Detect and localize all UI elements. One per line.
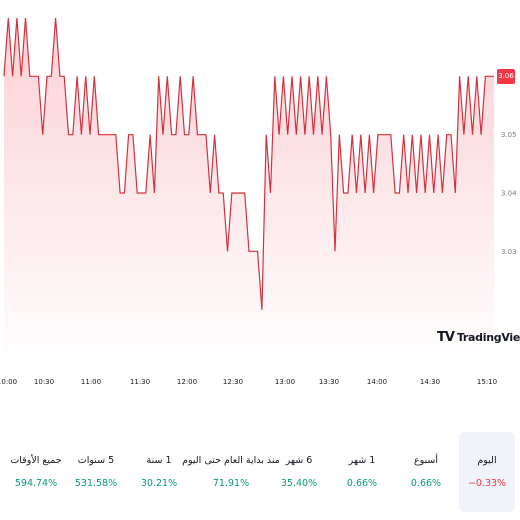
x-tick-label: 12:30 xyxy=(223,378,243,386)
x-tick-label: 15:10 xyxy=(477,378,497,386)
price-chart-svg[interactable]: 3.05 3.04 3.03 10:00 10:30 11:00 11:30 12:00 12… xyxy=(0,0,520,395)
tradingview-watermark[interactable]: TV TradingView xyxy=(437,330,520,345)
x-tick-label: 14:00 xyxy=(367,378,387,386)
last-price-tag: 3.06 xyxy=(497,68,515,84)
price-area xyxy=(4,18,494,368)
y-tick-label: 3.04 xyxy=(501,190,517,198)
period-tab[interactable]: أسبوع 0.66% xyxy=(399,432,453,512)
period-tab[interactable]: اليوم −0.33% xyxy=(459,432,515,512)
period-label: 5 سنوات xyxy=(77,455,115,466)
x-tick-label: 10:30 xyxy=(34,378,54,386)
period-change-value: 531.58% xyxy=(74,478,118,489)
period-performance-bar: اليوم −0.33% أسبوع 0.66% 1 شهر 0.66% 6 شهر 35.4… xyxy=(0,432,520,512)
period-tab[interactable]: جميع الأوقات 594.74% xyxy=(4,432,68,512)
period-label: 1 سنة xyxy=(146,455,172,466)
period-tab[interactable]: منذ بداية العام حتى اليوم 71.91% xyxy=(182,432,280,512)
period-tab[interactable]: 1 سنة 30.21% xyxy=(131,432,187,512)
x-tick-label: 10:00 xyxy=(0,378,17,386)
y-tick-label: 3.05 xyxy=(501,131,517,139)
period-label: 1 شهر xyxy=(348,455,376,466)
period-tab[interactable]: 6 شهر 35.40% xyxy=(271,432,327,512)
period-tab[interactable]: 1 شهر 0.66% xyxy=(334,432,390,512)
period-change-value: 30.21% xyxy=(140,478,178,489)
period-change-value: 0.66% xyxy=(410,478,442,489)
period-change-value: 0.66% xyxy=(346,478,378,489)
period-label: جميع الأوقات xyxy=(10,455,62,466)
period-label: اليوم xyxy=(477,455,497,466)
price-chart[interactable]: 3.05 3.04 3.03 10:00 10:30 11:00 11:30 12:00 12… xyxy=(0,0,520,395)
x-tick-label: 12:00 xyxy=(177,378,197,386)
period-label: 6 شهر xyxy=(285,455,313,466)
period-change-value: 594.74% xyxy=(14,478,58,489)
period-tab[interactable]: 5 سنوات 531.58% xyxy=(67,432,125,512)
period-change-value: 35.40% xyxy=(280,478,318,489)
x-tick-label: 11:30 xyxy=(130,378,150,386)
tradingview-text: TradingView xyxy=(456,331,520,344)
period-label: منذ بداية العام حتى اليوم xyxy=(182,455,280,466)
x-tick-label: 13:00 xyxy=(275,378,295,386)
y-tick-label: 3.03 xyxy=(501,248,517,256)
x-tick-label: 11:00 xyxy=(81,378,101,386)
period-label: أسبوع xyxy=(413,455,439,466)
price-line xyxy=(3,17,494,310)
x-tick-label: 13:30 xyxy=(319,378,339,386)
tradingview-logo-icon: TV xyxy=(437,330,455,345)
period-change-value: 71.91% xyxy=(212,478,250,489)
x-tick-label: 14:30 xyxy=(420,378,440,386)
period-change-value: −0.33% xyxy=(467,478,507,489)
